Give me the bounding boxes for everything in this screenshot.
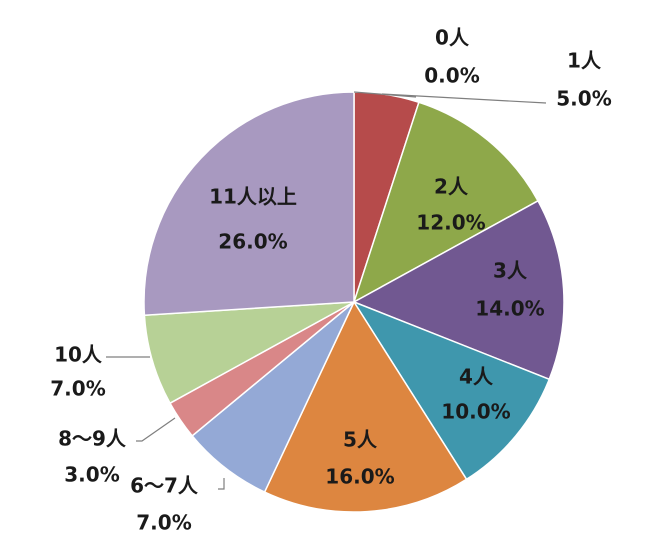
slice-labels: 0人 0.0% 1人 5.0% 2人 12.0% 3人 14.0% 4人 10.0% 5人 16.0%… bbox=[50, 26, 611, 535]
slice-value-label-7: 3.0% bbox=[64, 463, 119, 487]
slice-value-label-4: 10.0% bbox=[441, 400, 510, 424]
leader-lines bbox=[106, 91, 547, 490]
pie-slices bbox=[143, 91, 565, 513]
pie-slice-4 bbox=[352, 300, 551, 481]
slice-category-label-3: 3人 bbox=[493, 259, 528, 283]
slice-category-label-5: 5人 bbox=[343, 428, 378, 452]
slice-category-label-1: 1人 bbox=[567, 49, 602, 73]
pie-slice-2 bbox=[352, 101, 540, 304]
slice-value-label-9: 26.0% bbox=[218, 230, 287, 254]
slice-category-label-2: 2人 bbox=[434, 175, 469, 199]
slice-category-label-7: 8～9人 bbox=[58, 427, 127, 451]
slice-value-label-1: 5.0% bbox=[556, 87, 611, 111]
pie-slice-9 bbox=[143, 91, 355, 316]
slice-value-label-2: 12.0% bbox=[416, 211, 485, 235]
slice-category-label-0: 0人 bbox=[435, 26, 470, 50]
pie-slice-3 bbox=[352, 199, 565, 381]
slice-category-label-4: 4人 bbox=[459, 365, 494, 389]
slice-value-label-0: 0.0% bbox=[424, 64, 479, 88]
leader-line-1 bbox=[381, 93, 547, 104]
slice-value-label-5: 16.0% bbox=[325, 465, 394, 489]
slice-category-label-6: 6～7人 bbox=[130, 474, 199, 498]
slice-value-label-6: 7.0% bbox=[136, 511, 191, 535]
slice-value-label-8: 7.0% bbox=[50, 377, 105, 401]
leader-line-7 bbox=[136, 417, 176, 442]
slice-category-label-8: 10人 bbox=[54, 343, 103, 367]
slice-category-label-9: 11人以上 bbox=[209, 185, 297, 209]
leader-line-6 bbox=[218, 478, 225, 490]
pie-slice-5 bbox=[263, 300, 468, 513]
slice-value-label-3: 14.0% bbox=[475, 297, 544, 321]
